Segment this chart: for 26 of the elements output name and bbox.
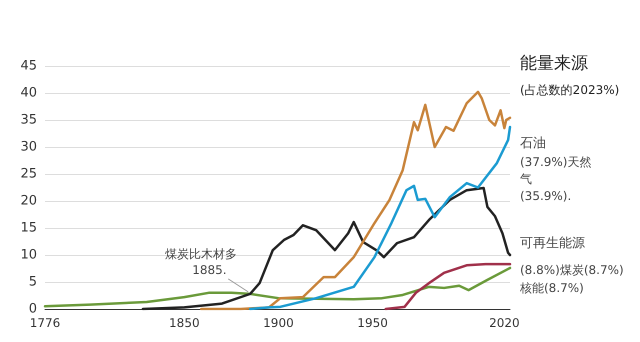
- y-tick-label: 35: [20, 112, 37, 128]
- y-tick-label: 20: [20, 194, 37, 208]
- text: (占总数的2023%): [520, 83, 620, 97]
- y-tick-label: 10: [20, 248, 37, 262]
- text: (37.9%)天然: [520, 155, 592, 169]
- text: (35.9%).: [520, 189, 572, 203]
- text: (8.8%)煤炭(8.7%): [520, 263, 624, 277]
- text: 能量来源: [520, 54, 588, 74]
- y-tick-label: 25: [20, 166, 37, 182]
- x-tick-label: 1900: [263, 316, 294, 330]
- text: 气: [520, 172, 532, 186]
- y-tick-label: 0: [28, 302, 37, 316]
- y-tick-label: 30: [20, 140, 37, 154]
- annotation: 煤炭比木材多: [165, 247, 237, 261]
- x-tick-label: 1850: [169, 316, 200, 330]
- y-tick-label: 40: [20, 86, 37, 100]
- text: 可再生能源: [520, 236, 585, 251]
- x-tick-label: 1950: [357, 316, 388, 330]
- x-tick-label: 2020: [489, 316, 520, 330]
- y-tick-label: 5: [28, 274, 37, 290]
- annotation: 1885.: [192, 262, 227, 277]
- text: 石油: [520, 136, 546, 151]
- y-tick-label: 15: [20, 220, 37, 236]
- x-tick-label: 1776: [30, 316, 60, 330]
- y-tick-label: 45: [20, 58, 37, 74]
- text: 核能(8.7%): [519, 281, 584, 295]
